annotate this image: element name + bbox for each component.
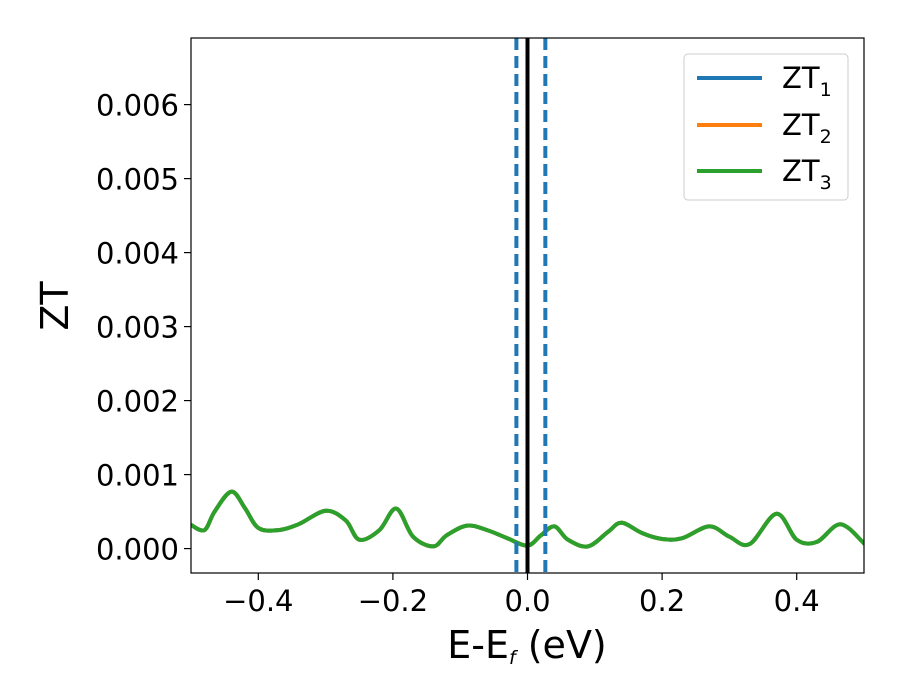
- legend-label-zt1: ZT1: [782, 61, 832, 101]
- series-layer: [191, 489, 864, 549]
- x-tick-label: −0.4: [223, 584, 293, 618]
- x-tick-label: −0.2: [358, 584, 428, 618]
- x-tick-label: 0.0: [504, 584, 550, 618]
- legend-label-zt2: ZT2: [782, 108, 832, 148]
- y-tick-label: 0.002: [96, 385, 179, 419]
- x-tick-label: 0.2: [639, 584, 685, 618]
- legend: ZT1 ZT2 ZT3: [683, 53, 849, 201]
- y-axis: 0.000 0.001 0.002 0.003 0.004 0.005 0.006: [96, 89, 191, 567]
- y-axis-label: ZT: [33, 281, 77, 331]
- series-line-zt3: [191, 489, 864, 549]
- vertical-markers: [514, 38, 548, 573]
- y-tick-label: 0.003: [96, 311, 179, 345]
- y-tick-label: 0.000: [96, 533, 179, 567]
- x-tick-label: 0.4: [774, 584, 820, 618]
- y-tick-label: 0.006: [96, 89, 179, 123]
- legend-frame: [683, 53, 849, 201]
- y-tick-label: 0.001: [96, 459, 179, 493]
- x-axis: −0.4 −0.2 0.0 0.2 0.4: [223, 573, 820, 618]
- y-tick-label: 0.005: [96, 163, 179, 197]
- legend-label-zt3: ZT3: [782, 154, 832, 194]
- x-axis-label: E-Ef (eV): [447, 623, 607, 669]
- y-tick-label: 0.004: [96, 237, 179, 271]
